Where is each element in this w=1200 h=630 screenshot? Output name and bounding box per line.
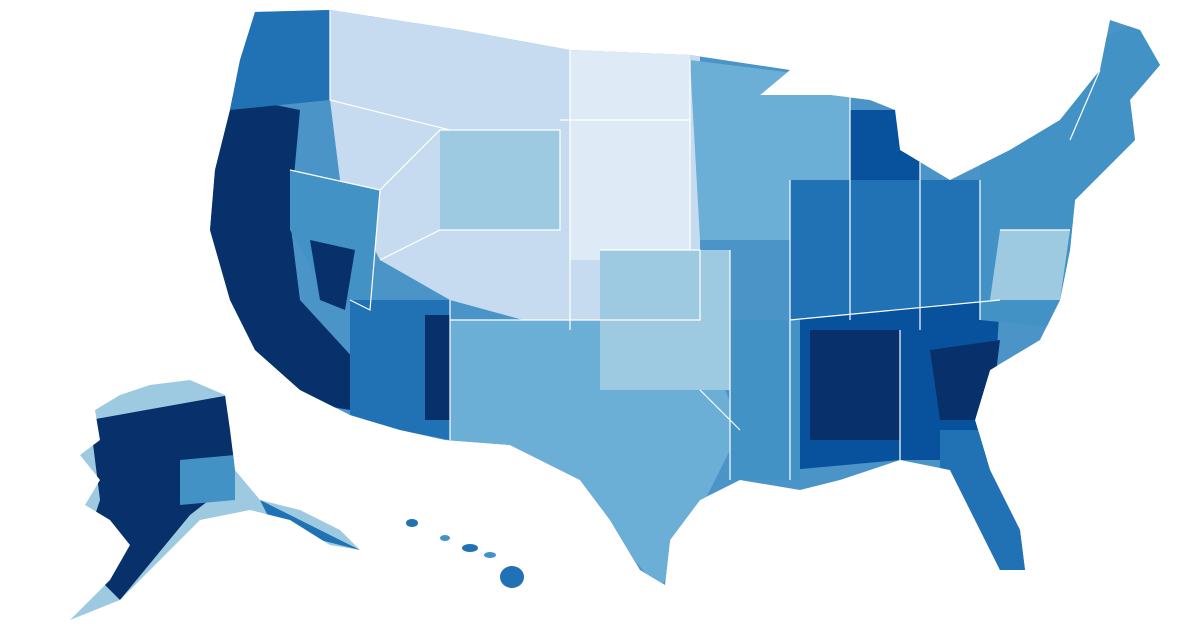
hawaii (406, 519, 524, 588)
region-carolina (930, 340, 1000, 420)
island (484, 552, 496, 558)
region-arkansas-louisiana (730, 320, 800, 480)
contiguous-states (210, 10, 1160, 585)
region-arizona-dark (425, 315, 450, 420)
region-dakotas (570, 40, 690, 260)
region-nevada (290, 170, 380, 310)
island (462, 544, 478, 552)
region-nevada-dark (310, 240, 355, 310)
island (406, 519, 418, 527)
alaska-panhandle (260, 500, 360, 550)
island (500, 566, 524, 588)
island (440, 535, 450, 541)
region-virginia (990, 230, 1070, 300)
alaska-mid (180, 455, 235, 505)
region-ohio-valley (790, 180, 980, 320)
region-wyoming (440, 130, 560, 230)
region-florida (940, 430, 1030, 580)
region-deep-south (810, 330, 900, 440)
alaska (70, 380, 360, 620)
region-washington (230, 10, 330, 110)
